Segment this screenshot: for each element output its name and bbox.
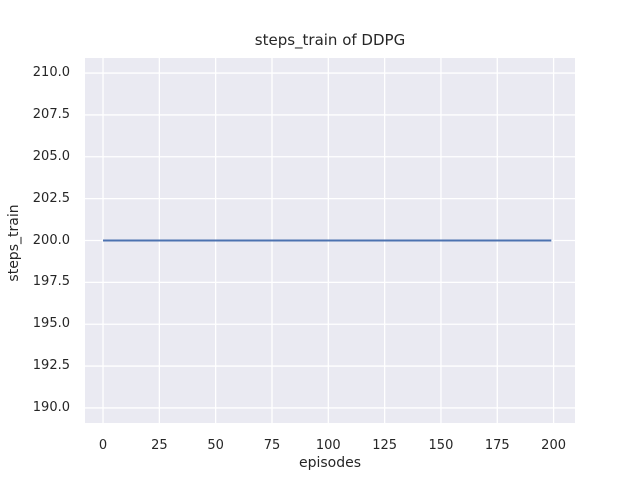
y-tick-label: 202.5 [32, 190, 70, 206]
x-tick-label: 0 [98, 438, 108, 453]
y-tick-label: 190.0 [32, 399, 70, 415]
y-tick-label: 195.0 [32, 316, 70, 332]
y-tick-label: 200.0 [32, 232, 70, 248]
x-axis-label: episodes [298, 455, 362, 471]
x-tick-label: 50 [207, 438, 224, 453]
y-tick-label: 207.5 [32, 106, 70, 122]
chart-title: steps_train of DDPG [254, 31, 406, 49]
x-tick-label: 125 [372, 438, 398, 453]
x-tick-label: 150 [428, 438, 454, 453]
x-tick-label: 175 [484, 438, 510, 453]
x-tick-label: 25 [151, 438, 168, 453]
y-tick-label: 205.0 [32, 148, 70, 164]
x-tick-label: 200 [541, 438, 566, 453]
plot-area [85, 58, 575, 423]
y-tick-label: 197.5 [32, 274, 70, 290]
plot-svg [85, 58, 575, 423]
x-tick-label: 100 [315, 438, 341, 453]
y-tick-label: 192.5 [32, 358, 70, 374]
y-tick-label: 210.0 [32, 65, 70, 81]
x-tick-label: 75 [263, 438, 281, 453]
